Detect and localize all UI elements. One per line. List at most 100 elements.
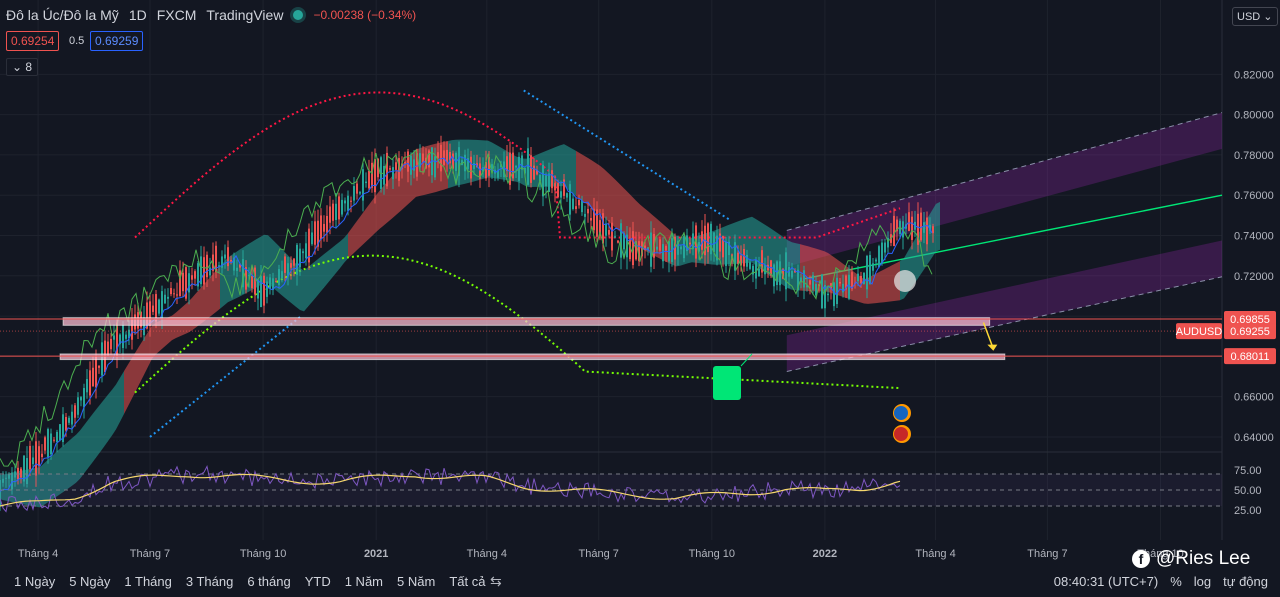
candle-body bbox=[41, 453, 43, 458]
candle-body bbox=[80, 397, 82, 401]
timeframe-button-8[interactable]: Tất cả bbox=[449, 574, 486, 589]
candle-body bbox=[332, 203, 334, 221]
candle-body bbox=[920, 212, 922, 241]
rsi-line bbox=[0, 465, 901, 513]
rsi-ma-line bbox=[0, 473, 901, 507]
candle-body bbox=[722, 236, 724, 258]
annotation-marker-pointer bbox=[740, 353, 753, 367]
candle-body bbox=[638, 241, 640, 262]
candle-body bbox=[296, 244, 298, 275]
time-display[interactable]: 08:40:31 (UTC+7) bbox=[1053, 574, 1159, 589]
candle-body bbox=[383, 165, 385, 185]
candle-body bbox=[554, 183, 556, 191]
candle-body bbox=[89, 370, 91, 396]
candle-body bbox=[323, 223, 325, 232]
ichimoku-cloud-segment bbox=[752, 216, 756, 266]
ichimoku-cloud-segment bbox=[344, 233, 348, 263]
candle-body bbox=[335, 203, 337, 220]
indicators-toggle[interactable]: ⌄ 8 bbox=[6, 58, 39, 76]
ichimoku-cloud-segment bbox=[312, 260, 316, 302]
ichimoku-cloud-segment bbox=[572, 148, 576, 196]
candle-body bbox=[614, 236, 616, 238]
forecast-arrow bbox=[982, 322, 995, 349]
candle-body bbox=[248, 275, 250, 277]
candle-body bbox=[113, 335, 115, 340]
candle-body bbox=[887, 237, 889, 248]
candle-body bbox=[413, 159, 415, 171]
candle-body bbox=[251, 276, 253, 289]
timeframe-button-1[interactable]: 5 Ngày bbox=[69, 574, 111, 589]
candle-body bbox=[215, 245, 217, 273]
timeframe-button-2[interactable]: 1 Tháng bbox=[124, 574, 172, 589]
ichimoku-cloud-segment bbox=[56, 448, 60, 497]
symbol-title[interactable]: Đô la Úc/Đô la Mỹ bbox=[6, 7, 119, 23]
ichimoku-cloud-segment bbox=[172, 312, 176, 341]
timeframe-button-3[interactable]: 3 Tháng bbox=[185, 574, 234, 589]
candle-body bbox=[152, 305, 154, 312]
candle-body bbox=[764, 265, 766, 275]
timeframe-button-7[interactable]: 5 Năm bbox=[397, 574, 436, 589]
ichimoku-cloud-segment bbox=[564, 144, 568, 190]
candle-body bbox=[122, 324, 124, 349]
candle-body bbox=[581, 200, 583, 213]
candle-body bbox=[485, 161, 487, 179]
ichimoku-cloud-segment bbox=[136, 344, 140, 391]
price-label-2: 0.69255 bbox=[1230, 326, 1270, 338]
candle-body bbox=[341, 199, 343, 215]
candle-body bbox=[68, 417, 70, 423]
log-toggle[interactable]: log bbox=[1193, 574, 1212, 589]
candle-body bbox=[608, 230, 610, 235]
candle-body bbox=[176, 294, 178, 296]
candle-body bbox=[236, 267, 238, 271]
candle-body bbox=[683, 236, 685, 259]
candle-body bbox=[0, 480, 1, 506]
candle-body bbox=[452, 153, 454, 169]
ichimoku-cloud-segment bbox=[368, 200, 372, 240]
ichimoku-cloud-segment bbox=[928, 210, 932, 264]
candle-body bbox=[647, 247, 649, 251]
compare-icon[interactable]: ⇆ bbox=[490, 573, 502, 589]
interval-label[interactable]: 1D bbox=[128, 7, 147, 23]
candle-body bbox=[125, 334, 127, 339]
candle-body bbox=[929, 224, 931, 231]
ichimoku-cloud-segment bbox=[48, 455, 52, 503]
ichimoku-cloud-segment bbox=[76, 430, 80, 483]
candle-body bbox=[905, 224, 907, 229]
ichimoku-cloud-segment bbox=[212, 270, 216, 316]
bid-price-button[interactable]: 0.69254 bbox=[6, 31, 60, 51]
candle-body bbox=[437, 152, 439, 158]
candle-body bbox=[680, 246, 682, 250]
timeframe-button-5[interactable]: YTD bbox=[304, 574, 331, 589]
candle-body bbox=[305, 243, 307, 259]
timeframe-button-0[interactable]: 1 Ngày bbox=[14, 574, 56, 589]
x-tick-label-0: Tháng 4 bbox=[18, 548, 58, 560]
candle-body bbox=[800, 277, 802, 282]
timeframe-button-4[interactable]: 6 tháng bbox=[247, 574, 291, 589]
ichimoku-cloud-segment bbox=[140, 338, 144, 383]
candle-body bbox=[233, 257, 235, 271]
ichimoku-cloud-segment bbox=[324, 250, 328, 288]
auto-toggle[interactable]: tự động bbox=[1223, 574, 1268, 589]
candle-body bbox=[347, 195, 349, 211]
x-tick-label-9: Tháng 7 bbox=[1027, 548, 1067, 560]
price-label-1-bg bbox=[1176, 323, 1222, 340]
currency-dropdown[interactable]: USD ⌄ bbox=[1232, 7, 1278, 26]
ichimoku-cloud-segment bbox=[888, 265, 892, 302]
ichimoku-cloud-segment bbox=[316, 257, 320, 298]
candle-body bbox=[107, 341, 109, 356]
candle-body bbox=[143, 317, 145, 336]
ichimoku-cloud-segment bbox=[112, 384, 116, 436]
candle-body bbox=[338, 196, 340, 220]
ask-price-button[interactable]: 0.69259 bbox=[90, 31, 144, 51]
candle-body bbox=[71, 411, 73, 425]
candle-body bbox=[98, 365, 100, 368]
candle-body bbox=[314, 221, 316, 245]
marker-circle bbox=[894, 270, 916, 292]
percent-toggle[interactable]: % bbox=[1170, 574, 1182, 589]
candle-body bbox=[488, 157, 490, 176]
ichimoku-cloud-segment bbox=[320, 254, 324, 293]
timeframe-button-6[interactable]: 1 Năm bbox=[344, 574, 384, 589]
x-tick-label-2: Tháng 10 bbox=[240, 548, 286, 560]
candle-body bbox=[713, 232, 715, 252]
